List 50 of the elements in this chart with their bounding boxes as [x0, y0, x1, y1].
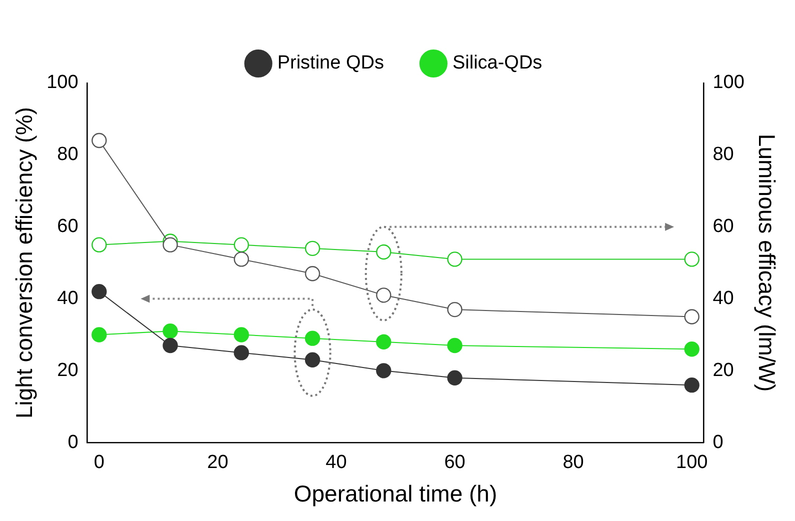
point	[92, 284, 107, 300]
point	[447, 338, 462, 354]
point	[684, 377, 700, 393]
point	[447, 370, 462, 386]
point	[376, 288, 392, 303]
point	[447, 252, 462, 267]
y-tick-label: 20	[57, 360, 78, 381]
point	[234, 345, 249, 360]
y2-axis-title: Luminous efficacy (lm/W)	[754, 134, 780, 392]
point	[684, 309, 700, 324]
x-axis-title: Operational time (h)	[294, 480, 498, 507]
point	[304, 352, 320, 368]
point	[234, 252, 249, 267]
y2-tick-label: 100	[712, 72, 744, 94]
legend-label: Silica-QDs	[452, 52, 542, 74]
point	[234, 237, 249, 252]
point	[162, 237, 178, 252]
point	[92, 132, 107, 148]
legend-label: Pristine QDs	[277, 52, 384, 74]
point	[304, 240, 320, 256]
x-tick-label: 20	[207, 452, 228, 474]
y2-tick-label: 60	[712, 216, 734, 238]
x-tick-label: 40	[326, 452, 347, 474]
y-axis-title: Light conversion efficiency (%)	[11, 107, 38, 419]
y2-tick-label: 0	[712, 432, 724, 453]
point	[684, 252, 700, 267]
point	[684, 342, 700, 357]
point	[376, 244, 392, 260]
point	[92, 327, 107, 342]
point	[376, 334, 392, 350]
y-tick-label: 60	[57, 216, 78, 238]
point	[376, 363, 392, 378]
y2-tick-label: 20	[712, 360, 734, 381]
point	[447, 302, 462, 318]
y-tick-label: 40	[57, 288, 78, 309]
point	[162, 338, 178, 354]
point	[92, 237, 107, 252]
y2-tick-label: 80	[712, 144, 734, 166]
x-tick-label: 0	[94, 452, 104, 474]
point	[304, 266, 320, 282]
x-tick-label: 100	[676, 452, 708, 474]
point	[162, 324, 178, 339]
x-tick-label: 60	[444, 452, 466, 474]
y2-tick-label: 40	[712, 288, 734, 309]
y-tick-label: 80	[57, 144, 78, 166]
point	[234, 327, 249, 342]
y-tick-label: 100	[46, 72, 78, 94]
y-tick-label: 0	[68, 432, 78, 453]
x-tick-label: 80	[562, 452, 584, 474]
point	[304, 330, 320, 346]
